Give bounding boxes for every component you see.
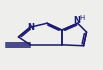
Text: N: N: [27, 23, 34, 32]
Text: N: N: [73, 16, 80, 25]
Text: H: H: [79, 15, 84, 21]
